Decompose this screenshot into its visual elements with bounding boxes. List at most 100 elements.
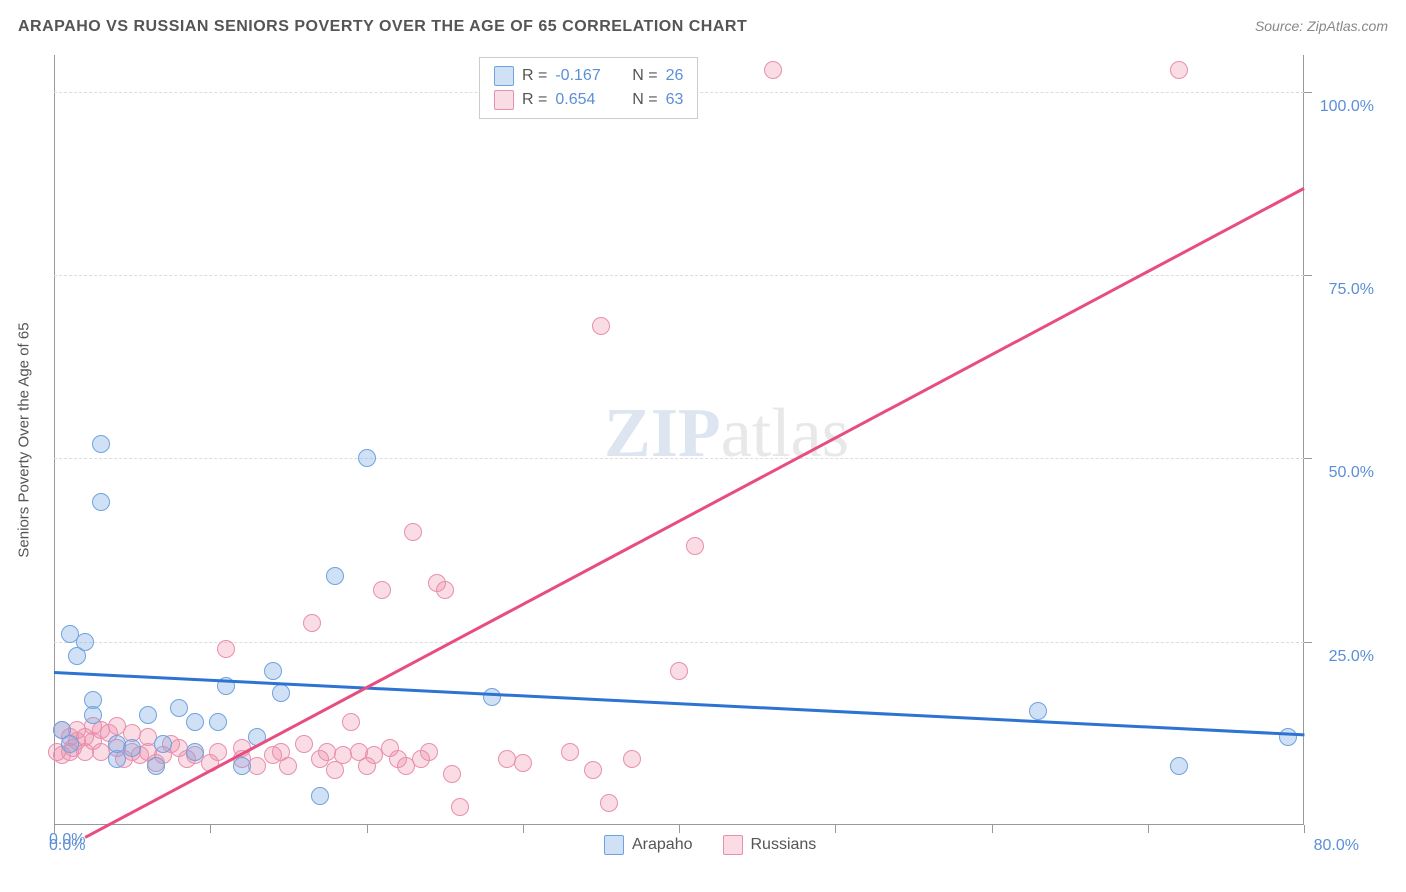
data-point [76,633,94,651]
data-point [264,662,282,680]
y-tick-label: 50.0% [1329,464,1374,482]
legend-r-label: R = [522,67,547,85]
y-axis-label: Seniors Poverty Over the Age of 65 [16,322,33,557]
data-point [358,449,376,467]
data-point [404,523,422,541]
plot-area: ZIPatlas Seniors Poverty Over the Age of… [54,55,1304,825]
trend-line [54,671,1304,736]
x-tick [210,825,211,833]
data-point [279,757,297,775]
legend-row: R = 0.654 N = 63 [494,88,683,112]
series-legend: Arapaho Russians [604,835,816,855]
x-tick-label: 0.0% [49,837,85,855]
data-point [1279,728,1297,746]
x-tick [523,825,524,833]
data-point [686,537,704,555]
data-point [272,684,290,702]
data-point [584,761,602,779]
data-point [123,739,141,757]
legend-r-value: -0.167 [555,67,615,85]
gridline [54,642,1304,643]
y-axis-right [1303,55,1304,825]
legend-n-label: N = [623,67,657,85]
data-point [303,614,321,632]
x-tick [1148,825,1149,833]
series-legend-item: Russians [723,835,817,855]
data-point [84,691,102,709]
data-point [154,735,172,753]
data-point [209,713,227,731]
data-point [248,757,266,775]
data-point [670,662,688,680]
series-label: Arapaho [632,836,693,854]
y-tick [1304,92,1312,93]
legend-n-value: 63 [666,91,684,109]
data-point [1029,702,1047,720]
legend-n-value: 26 [666,67,684,85]
correlation-legend: R = -0.167 N = 26R = 0.654 N = 63 [479,57,698,119]
legend-swatch [604,835,624,855]
data-point [311,787,329,805]
x-tick [367,825,368,833]
data-point [514,754,532,772]
trend-line [85,187,1305,838]
x-tick [54,825,55,833]
data-point [436,581,454,599]
chart-container: ARAPAHO VS RUSSIAN SENIORS POVERTY OVER … [0,0,1406,892]
y-tick [1304,642,1312,643]
data-point [170,699,188,717]
y-tick-label: 75.0% [1329,281,1374,299]
legend-swatch [494,90,514,110]
x-tick-label: 80.0% [1314,837,1359,855]
legend-row: R = -0.167 N = 26 [494,64,683,88]
y-axis-left [54,55,55,825]
x-tick [835,825,836,833]
data-point [623,750,641,768]
data-point [342,713,360,731]
legend-r-label: R = [522,91,547,109]
y-tick-label: 25.0% [1329,648,1374,666]
data-point [764,61,782,79]
data-point [561,743,579,761]
data-point [209,743,227,761]
watermark: ZIPatlas [604,394,849,474]
data-point [92,493,110,511]
x-tick [992,825,993,833]
data-point [420,743,438,761]
data-point [147,757,165,775]
data-point [1170,61,1188,79]
series-label: Russians [751,836,817,854]
data-point [92,435,110,453]
data-point [217,640,235,658]
data-point [373,581,391,599]
legend-r-value: 0.654 [555,91,615,109]
data-point [483,688,501,706]
gridline [54,275,1304,276]
data-point [443,765,461,783]
data-point [592,317,610,335]
data-point [451,798,469,816]
x-tick [679,825,680,833]
data-point [139,706,157,724]
y-tick-label: 100.0% [1320,98,1374,116]
data-point [295,735,313,753]
series-legend-item: Arapaho [604,835,693,855]
chart-header: ARAPAHO VS RUSSIAN SENIORS POVERTY OVER … [18,18,1388,36]
data-point [186,743,204,761]
legend-swatch [723,835,743,855]
data-point [600,794,618,812]
data-point [326,567,344,585]
gridline [54,458,1304,459]
source-label: Source: ZipAtlas.com [1255,18,1388,34]
y-tick [1304,275,1312,276]
y-tick [1304,458,1312,459]
data-point [108,750,126,768]
x-tick [1304,825,1305,833]
legend-n-label: N = [623,91,657,109]
data-point [233,757,251,775]
data-point [186,713,204,731]
data-point [1170,757,1188,775]
legend-swatch [494,66,514,86]
chart-title: ARAPAHO VS RUSSIAN SENIORS POVERTY OVER … [18,18,747,36]
data-point [61,735,79,753]
